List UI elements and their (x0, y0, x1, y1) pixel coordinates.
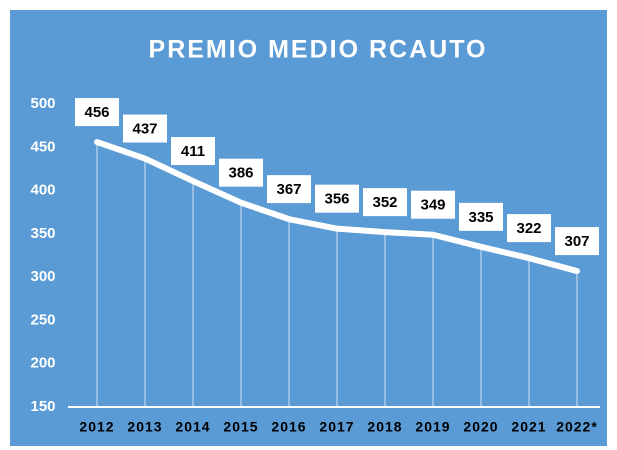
y-tick-label: 250 (30, 311, 55, 328)
data-label: 349 (420, 197, 445, 214)
data-label: 437 (132, 121, 157, 138)
data-label: 367 (276, 181, 301, 198)
x-tick-label: 2015 (223, 419, 258, 435)
x-tick-label: 2017 (319, 419, 354, 435)
data-label-box (75, 98, 119, 127)
x-tick-label: 2016 (271, 419, 306, 435)
data-label-box (411, 190, 455, 219)
x-tick-label: 2019 (415, 419, 450, 435)
data-label: 322 (516, 220, 541, 237)
data-label: 411 (181, 143, 205, 160)
line (94, 139, 580, 275)
x-tick-label: 2012 (79, 419, 114, 435)
data-label-box (219, 158, 263, 187)
x-tick-label: 2018 (367, 419, 402, 435)
x-tick-label: 2014 (175, 419, 210, 435)
data-label-box (171, 137, 215, 166)
data-label-box (315, 184, 359, 213)
y-tick-label: 300 (30, 268, 55, 285)
data-label: 356 (324, 191, 349, 208)
data-label-box (459, 202, 503, 231)
data-label: 386 (228, 165, 253, 182)
data-label: 307 (564, 233, 589, 250)
y-tick-label: 200 (30, 355, 55, 372)
x-tick-label: 2021 (511, 419, 546, 435)
y-tick-label: 450 (30, 138, 55, 155)
y-tick-label: 150 (30, 398, 55, 415)
chart-title: PREMIO MEDIO RCAUTO (149, 36, 488, 64)
data-label: 456 (84, 104, 109, 121)
y-tick-label: 400 (30, 182, 55, 199)
x-tick-label: 2020 (463, 419, 498, 435)
data-label-box (363, 188, 407, 217)
data-label-box (123, 114, 167, 143)
data-label-box (555, 227, 599, 256)
data-label: 335 (468, 209, 493, 226)
x-tick-label: 2013 (127, 419, 162, 435)
x-tick-label: 2022* (556, 419, 598, 435)
y-tick-label: 350 (30, 225, 55, 242)
data-label: 352 (372, 194, 397, 211)
data-label-box (507, 214, 551, 243)
data-label-box (267, 175, 311, 204)
y-tick-label: 500 (30, 95, 55, 112)
